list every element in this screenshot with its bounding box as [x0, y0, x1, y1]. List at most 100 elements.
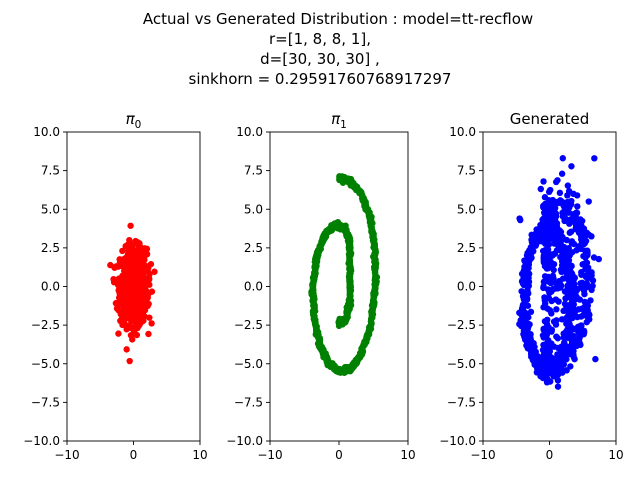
scatter-point [564, 182, 572, 189]
subplot-1: −10 0 10 −10.0 −7.5 −5.0 −2.5 0.0 2.5 5.0 7.5 10.0 π… [23, 110, 207, 462]
scatter-point [144, 302, 151, 310]
scatter-point [567, 273, 575, 281]
subplot-title-subscript: 0 [135, 119, 142, 131]
scatter-point [119, 299, 127, 307]
scatter-point [570, 285, 578, 292]
scatter-point [140, 317, 147, 324]
scatter-point [568, 326, 575, 334]
scatter-point [565, 209, 573, 216]
scatter-point [565, 320, 572, 327]
scatter-point [542, 207, 549, 214]
x-tick-label: 0 [335, 448, 343, 462]
y-tick-label: 7.5 [41, 164, 60, 178]
y-tick-label: −7.5 [447, 395, 476, 409]
scatter-point [549, 365, 556, 372]
scatter-point [559, 369, 566, 376]
scatter-point [556, 189, 564, 197]
scatter-point [551, 204, 559, 212]
scatter-point [527, 339, 534, 346]
scatter-point [567, 216, 574, 223]
scatter-point [521, 257, 528, 264]
scatter-point [148, 288, 156, 295]
scatter-point [527, 308, 535, 316]
y-tick-label: −2.5 [447, 318, 476, 332]
scatter-point [553, 306, 560, 313]
scatter-point [530, 358, 538, 365]
y-tick-label: −2.5 [31, 318, 60, 332]
scatter-point [577, 325, 585, 332]
scatter-point [550, 275, 557, 282]
scatter-point [572, 224, 580, 232]
scatter-point [537, 185, 544, 193]
y-tick-label: −2.5 [234, 318, 263, 332]
subplot-title-symbol: π [126, 110, 136, 128]
y-tick-label: −5.0 [447, 357, 476, 371]
scatter-point [582, 259, 589, 267]
scatter-point [523, 252, 531, 259]
scatter-point [568, 197, 575, 205]
scatter-point [123, 346, 130, 353]
scatter-point [545, 188, 553, 196]
scatter-point [558, 246, 565, 253]
scatter-point [574, 313, 581, 321]
scatter-point [525, 278, 533, 285]
scatter-point [138, 258, 146, 266]
scatter-point [578, 217, 586, 225]
y-tick-label: −10.0 [23, 434, 60, 448]
scatter-point [588, 272, 595, 279]
scatter-point [533, 369, 541, 376]
scatter-point [562, 343, 569, 351]
x-tick-label: 10 [608, 448, 623, 462]
scatter-point [549, 221, 557, 228]
subplot-2: −10 0 10 −10.0 −7.5 −5.0 −2.5 0.0 2.5 5.0 7.5 10.0 π… [226, 110, 415, 462]
scatter-point [542, 358, 549, 366]
scatter-point [552, 178, 560, 186]
scatter-point [565, 260, 572, 268]
scatter-point [563, 305, 570, 312]
scatter-point [582, 266, 589, 273]
scatter-point [539, 218, 547, 226]
subplot-title-subscript: 1 [340, 119, 347, 131]
scatter-point [540, 304, 547, 311]
scatter-point [566, 268, 573, 276]
scatter-point [517, 216, 524, 224]
scatter-point [546, 307, 554, 314]
scatter-point [127, 281, 135, 288]
scatter-point [550, 266, 557, 274]
y-tick-label: 2.5 [457, 241, 476, 255]
x-tick-label: 10 [192, 448, 207, 462]
scatter-point [540, 278, 548, 286]
scatter-point [544, 213, 551, 221]
scatter-point [141, 245, 148, 252]
y-tick-label: 7.5 [457, 164, 476, 178]
scatter-point [585, 231, 592, 238]
scatter-point [544, 316, 551, 324]
scatter-point [127, 222, 134, 229]
scatter-point [112, 263, 120, 270]
scatter-point [521, 333, 528, 341]
scatter-point [557, 266, 565, 273]
subplot-title: π0 [126, 110, 142, 131]
scatter-point [540, 325, 547, 332]
scatter-point [551, 250, 559, 257]
scatter-point [559, 155, 566, 162]
scatter-points [516, 155, 602, 390]
y-tick-label: 7.5 [244, 164, 263, 178]
scatter-point [554, 364, 561, 371]
scatter-point [125, 286, 133, 293]
scatter-point [563, 236, 570, 244]
scatter-point [552, 210, 560, 217]
scatter-point [534, 238, 541, 246]
scatter-point [546, 378, 554, 385]
scatter-point [591, 155, 598, 162]
scatter-point [135, 243, 143, 250]
y-tick-label: 10.0 [33, 125, 60, 139]
y-tick-label: 0.0 [457, 280, 476, 294]
scatter-point [146, 276, 153, 283]
scatter-point [568, 293, 575, 301]
scatter-point [568, 163, 575, 170]
scatter-point [583, 310, 591, 317]
axes-frame [482, 131, 617, 442]
scatter-point [140, 284, 147, 292]
scatter-point [523, 264, 531, 271]
